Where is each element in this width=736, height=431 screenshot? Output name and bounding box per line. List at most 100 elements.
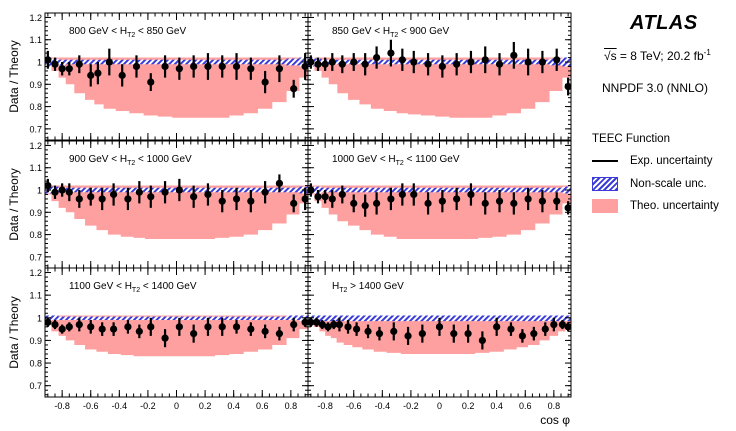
- data-point: [147, 323, 155, 331]
- data-point: [135, 327, 143, 335]
- data-point: [65, 65, 73, 73]
- data-point: [438, 62, 446, 71]
- line-icon: [592, 154, 618, 168]
- data-point: [51, 188, 59, 196]
- data-point: [147, 193, 155, 201]
- data-point: [124, 323, 132, 331]
- y-tick-label: 1.1: [29, 291, 42, 301]
- data-point: [364, 327, 372, 335]
- y-tick-label: 0.7: [29, 381, 42, 391]
- data-point: [98, 195, 106, 203]
- panel-plot-area: [308, 315, 571, 354]
- y-tick-label: 0.9: [29, 80, 42, 90]
- panel-label: 900 GeV < HT2 < 1000 GeV: [69, 154, 192, 167]
- energy-sqrt-s: √s: [604, 49, 617, 63]
- legend-item-theo-uncertainty: Theo. uncertainty: [592, 197, 719, 215]
- panel-label-range: > 1400 GeV: [347, 281, 404, 292]
- legend-label: Theo. uncertainty: [630, 200, 719, 212]
- data-point: [375, 330, 384, 338]
- data-point: [352, 325, 361, 333]
- data-point: [524, 58, 532, 66]
- data-point: [290, 320, 298, 329]
- y-axis-title: Data / Theory: [7, 168, 21, 240]
- data-point: [190, 193, 198, 201]
- data-point: [94, 69, 102, 77]
- data-point: [553, 56, 561, 64]
- y-tick-label: 1: [37, 58, 42, 68]
- data-point: [541, 325, 549, 333]
- x-tick-label: 0.8: [548, 401, 561, 411]
- y-tick-label: 0.8: [29, 359, 42, 369]
- x-tick-label: -0.4: [112, 401, 128, 411]
- data-point: [493, 323, 501, 331]
- x-axis-title: cos φ: [540, 413, 570, 427]
- data-point: [510, 51, 518, 59]
- panel-label: 1000 GeV < HT2 < 1100 GeV: [332, 154, 460, 167]
- data-point: [435, 323, 444, 331]
- data-point: [98, 325, 106, 333]
- data-point: [387, 195, 395, 203]
- panel-label-subscript: T2: [132, 287, 140, 294]
- data-point: [390, 327, 398, 335]
- panel-6: -0.8 -0.6 -0.4 -0.2 0 0.2 0.4 0.6 0.8 HT2 > 1400 …: [307, 267, 572, 411]
- data-point: [218, 62, 226, 71]
- data-point: [495, 60, 504, 68]
- data-point: [65, 323, 73, 331]
- data-point: [481, 199, 489, 207]
- legend-label: Non-scale unc.: [630, 178, 707, 190]
- data-point: [247, 65, 255, 73]
- data-point: [398, 56, 406, 64]
- data-point: [175, 323, 183, 331]
- x-tick-label: 0.2: [199, 401, 212, 411]
- data-point: [453, 195, 461, 203]
- data-point: [51, 320, 59, 329]
- data-point: [335, 320, 344, 329]
- data-point: [330, 320, 338, 329]
- data-point: [424, 199, 432, 207]
- panel-label-subscript: T2: [127, 32, 135, 39]
- data-point: [261, 327, 269, 335]
- data-point: [321, 193, 329, 201]
- panel-label-range: < 900 GeV: [398, 26, 449, 37]
- data-point: [387, 49, 395, 57]
- data-point: [58, 186, 66, 194]
- panel-2: 850 GeV < HT2 < 900 GeV: [307, 12, 572, 141]
- panel-label-main: H: [332, 281, 339, 292]
- data-point: [301, 195, 308, 203]
- data-point: [404, 332, 412, 340]
- x-tick-label: 0: [174, 401, 179, 411]
- data-point: [290, 199, 298, 207]
- panel-plot-area: [308, 39, 571, 118]
- y-tick-label: 1.2: [29, 268, 42, 278]
- data-point: [75, 195, 83, 203]
- data-point: [453, 60, 461, 68]
- legend-title: TEEC Function: [592, 133, 670, 145]
- y-tick-label: 0.9: [29, 208, 42, 218]
- data-point: [338, 60, 346, 68]
- data-point: [175, 186, 183, 194]
- data-point: [51, 60, 59, 68]
- legend-item-non-scale: Non-scale unc.: [592, 175, 707, 193]
- data-point: [290, 85, 298, 93]
- data-point: [314, 60, 322, 68]
- data-point: [338, 190, 346, 199]
- theory-uncertainty-band: [45, 315, 308, 357]
- data-point: [373, 53, 381, 62]
- data-point: [524, 195, 532, 203]
- x-tick-label: 0: [437, 401, 442, 411]
- data-point: [275, 179, 284, 187]
- hatch-icon: [592, 177, 618, 191]
- data-point: [495, 197, 504, 205]
- data-point: [510, 199, 518, 207]
- data-point: [110, 190, 118, 199]
- panel-3: 0.7 0.8 0.9 1 1.1 1.2 900 GeV < HT2 < 1000 GeV…: [7, 140, 309, 269]
- data-point: [118, 71, 126, 79]
- x-tick-label: 0.6: [519, 401, 532, 411]
- data-point: [553, 197, 561, 205]
- panel-label-main: 900 GeV < H: [69, 154, 127, 165]
- data-point: [132, 62, 141, 71]
- panel-label-main: 1000 GeV < H: [332, 154, 396, 165]
- panel-label-main: 850 GeV < H: [332, 26, 390, 37]
- data-point: [350, 199, 358, 207]
- data-point: [350, 58, 358, 66]
